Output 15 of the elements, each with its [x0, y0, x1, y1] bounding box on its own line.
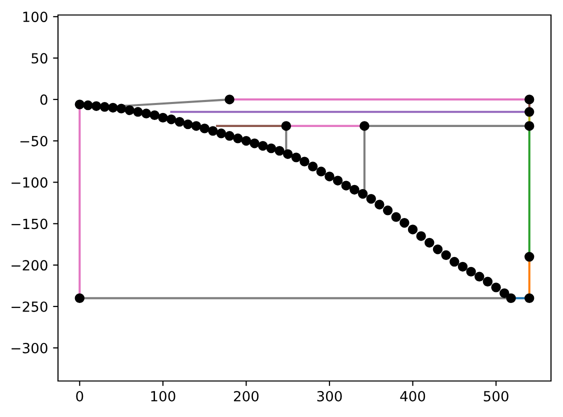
y-tick-label: −300	[12, 342, 48, 354]
x-tick-label: 300	[317, 390, 342, 402]
x-tick-label: 400	[400, 390, 426, 402]
x-tick-label: 100	[151, 390, 176, 402]
y-tick-label: −100	[12, 177, 48, 188]
x-tick-label: 0	[76, 390, 84, 402]
y-tick-label: −150	[12, 218, 48, 230]
y-tick-label: 0	[40, 94, 48, 105]
y-tick-label: −50	[20, 136, 48, 146]
y-tick-label: 100	[23, 12, 48, 22]
y-tick-label: 50	[32, 53, 48, 64]
x-tick-label: 500	[484, 390, 508, 402]
y-tick-label: −200	[12, 260, 48, 271]
y-tick-label: −250	[12, 301, 48, 312]
x-tick-label: 200	[234, 390, 259, 402]
